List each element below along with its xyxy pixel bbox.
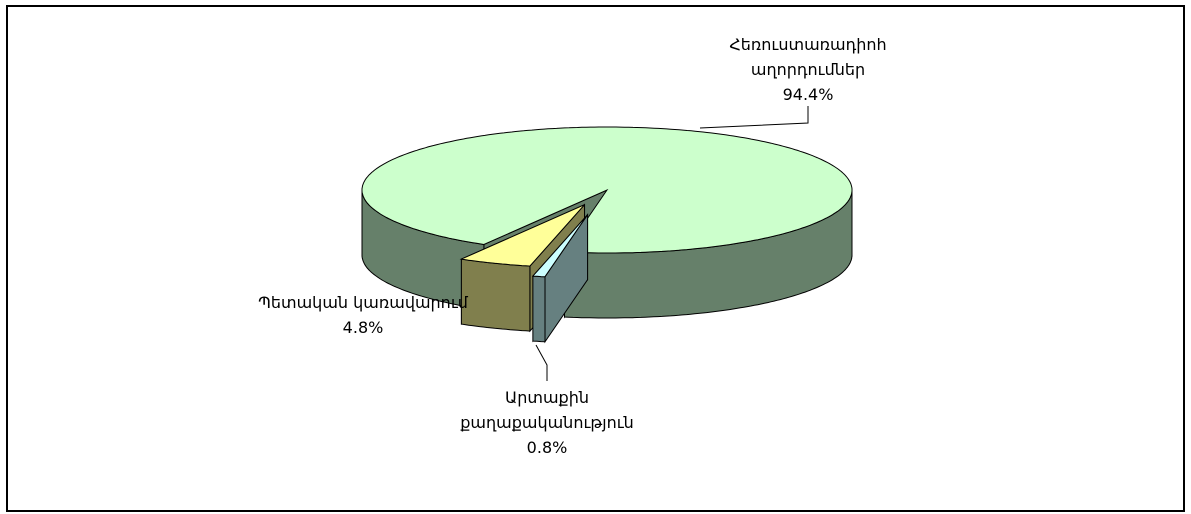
value-label: 0.8%	[526, 438, 568, 457]
slice-label: Արտաքին քաղաքականություն 0.8%	[447, 385, 647, 460]
slice-side	[532, 275, 546, 343]
category-label: Պետական կառավարում	[258, 293, 468, 312]
chart-border	[6, 5, 1185, 512]
leader-line	[699, 106, 809, 129]
slice-top	[459, 204, 585, 267]
slice-top	[531, 214, 588, 278]
slice-label: Պետական կառավարում 4.8%	[213, 290, 513, 340]
value-label: 94.4%	[782, 85, 834, 104]
leader-line	[535, 344, 548, 381]
slice-label: Հեռուստառադիոհաղորդումներ 94.4%	[728, 32, 888, 107]
category-label: Արտաքին քաղաքականություն	[460, 388, 634, 432]
category-label: Հեռուստառադիոհաղորդումներ	[729, 35, 887, 79]
slice-top	[361, 126, 853, 254]
pie	[361, 126, 853, 344]
value-label: 4.8%	[342, 318, 384, 337]
